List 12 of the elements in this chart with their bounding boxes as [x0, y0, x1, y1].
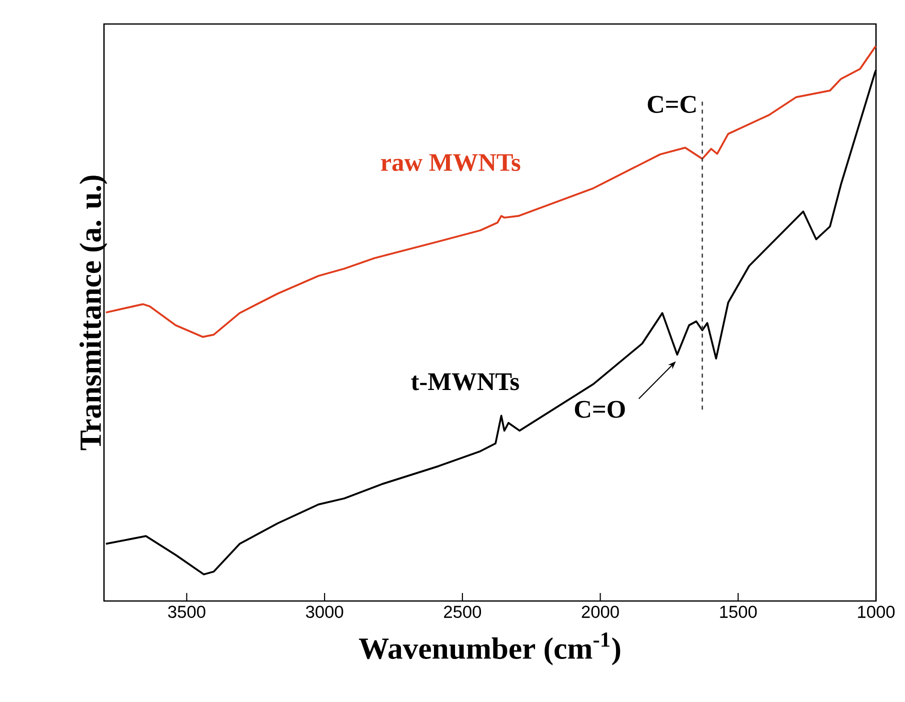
- x-tick-label: 2500: [444, 606, 482, 618]
- x-tick-label: 1500: [720, 606, 757, 618]
- ref-line-label: C=C: [648, 96, 696, 113]
- x-tick-label: 3000: [306, 606, 344, 618]
- x-axis-title: Wavenumber (cm$^{-1}$): [358, 632, 620, 666]
- series-label: raw MWNTs: [381, 154, 520, 172]
- x-tick-label: 3500: [168, 606, 206, 618]
- series-label: t-MWNTs: [411, 373, 520, 390]
- x-tick-label: 1000: [858, 606, 895, 618]
- x-tick-label: 2000: [582, 606, 619, 618]
- y-axis-title: Transmittance (a. u.): [79, 176, 108, 450]
- annotation: C=O: [574, 400, 625, 418]
